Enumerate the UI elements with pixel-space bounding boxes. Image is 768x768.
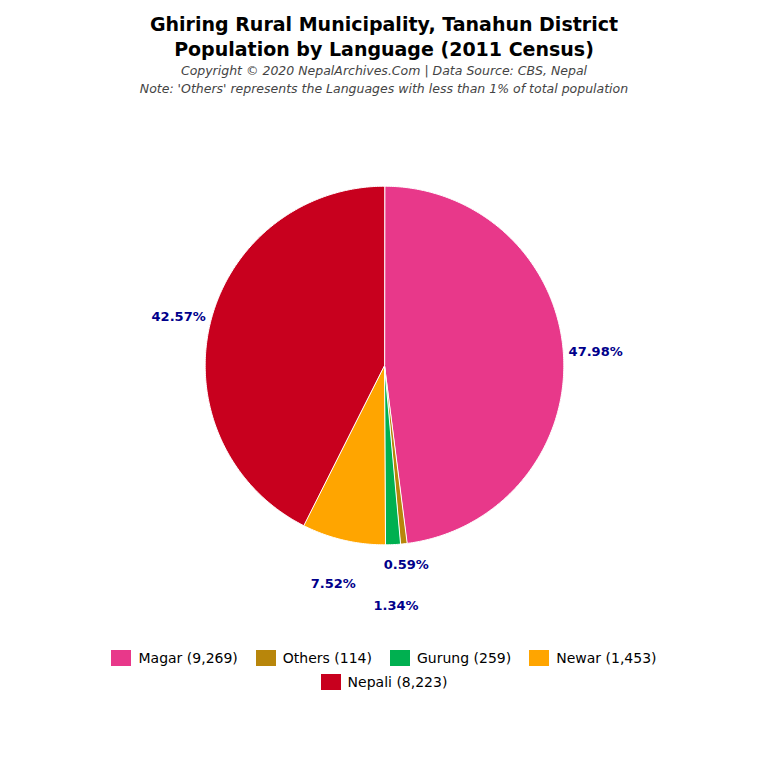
svg-text:0.59%: 0.59% [384, 557, 429, 572]
svg-text:1.34%: 1.34% [373, 598, 418, 613]
html-text:Others (114): Others (114) [282, 650, 372, 666]
svg-text:42.57%: 42.57% [152, 309, 206, 324]
html-text:Population by Language (2011 C: Population by Language (2011 Census) [174, 38, 594, 60]
html-text:Note: 'Others' represents the: Note: 'Others' represents the Languages … [139, 81, 629, 96]
svg-text:47.98%: 47.98% [569, 344, 623, 359]
html-text:Nepali (8,223): Nepali (8,223) [347, 674, 448, 690]
html-text:Newar (1,453): Newar (1,453) [556, 650, 657, 666]
html-text:Ghiring Rural Municipality, Ta: Ghiring Rural Municipality, Tanahun Dist… [150, 13, 618, 35]
html-text:Magar (9,269): Magar (9,269) [138, 650, 238, 666]
html-text:Gurung (259): Gurung (259) [417, 650, 512, 666]
html-text:Copyright © 2020 NepalArchives: Copyright © 2020 NepalArchives.Com | Dat… [180, 63, 588, 78]
svg-text:7.52%: 7.52% [311, 576, 356, 591]
